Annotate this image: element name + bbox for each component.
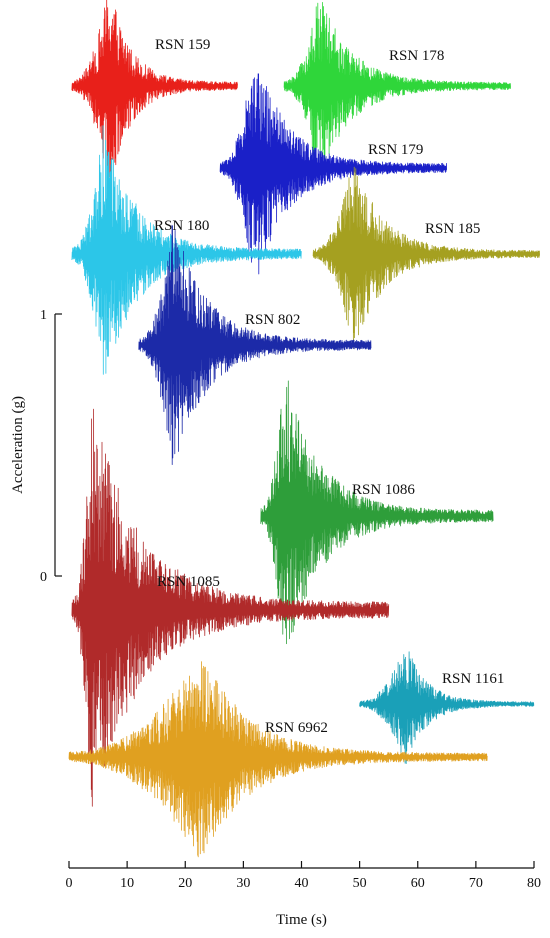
x-axis: 0 10 20 30 40 50 60 70 80 Time (s): [66, 861, 541, 928]
trace-rsn-180: [71, 125, 302, 375]
label-rsn-159: RSN 159: [155, 37, 210, 53]
trace-rsn-179: [219, 73, 447, 275]
x-axis-title: Time (s): [276, 912, 327, 928]
trace-rsn-185: [312, 166, 540, 349]
label-rsn-185: RSN 185: [425, 221, 480, 237]
acceleration-scale-bar: 1 0 Acceleration (g): [10, 308, 62, 585]
label-rsn-1086: RSN 1086: [352, 482, 415, 498]
traces-layer: [68, 0, 540, 858]
label-rsn-6962: RSN 6962: [265, 720, 328, 736]
label-rsn-180: RSN 180: [154, 218, 209, 234]
x-tick-label-50: 50: [353, 876, 367, 891]
scale-bar-label-top: 1: [40, 308, 47, 323]
x-tick-label-60: 60: [411, 876, 425, 891]
label-rsn-1161: RSN 1161: [442, 671, 504, 687]
trace-rsn-1086: [260, 380, 494, 645]
y-axis-title: Acceleration (g): [10, 396, 26, 494]
x-tick-label-10: 10: [120, 876, 134, 891]
label-rsn-179: RSN 179: [368, 142, 423, 158]
label-rsn-802: RSN 802: [245, 312, 300, 328]
x-tick-label-80: 80: [527, 876, 541, 891]
trace-rsn-178: [283, 2, 511, 176]
trace-rsn-6962: [68, 661, 488, 858]
label-rsn-178: RSN 178: [389, 48, 444, 64]
x-tick-label-20: 20: [178, 876, 192, 891]
x-tick-label-40: 40: [295, 876, 309, 891]
trace-rsn-1161: [359, 651, 535, 764]
trace-rsn-159: [71, 0, 238, 185]
trace-rsn-1085: [71, 408, 390, 807]
label-rsn-1085: RSN 1085: [157, 574, 220, 590]
x-tick-label-70: 70: [469, 876, 483, 891]
record-labels-layer: RSN 159 RSN 178 RSN 179 RSN 180 RSN 185 RSN 8…: [154, 37, 504, 736]
x-axis-ticks: 0 10 20 30 40 50 60 70 80: [66, 861, 541, 891]
x-tick-label-30: 30: [236, 876, 250, 891]
scale-bar-label-bottom: 0: [40, 570, 47, 585]
x-tick-label-0: 0: [66, 876, 73, 891]
trace-rsn-802: [138, 224, 372, 465]
